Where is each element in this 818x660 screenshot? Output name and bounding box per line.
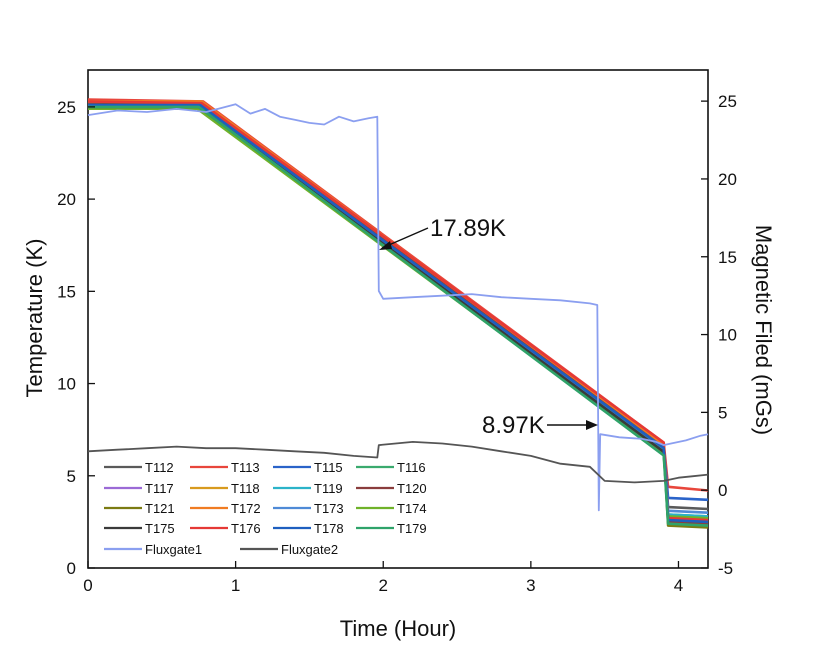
y2-tick-label: -5 <box>718 559 733 578</box>
y-tick-label: 5 <box>67 467 76 486</box>
legend-label-t121: T121 <box>145 501 175 516</box>
x-tick-label: 3 <box>526 576 535 595</box>
series-line-t113 <box>87 98 709 492</box>
legend-label-t172: T172 <box>231 501 261 516</box>
y-tick-label: 10 <box>57 375 76 394</box>
legend-label-t176: T176 <box>231 521 261 536</box>
x-tick-label: 0 <box>83 576 92 595</box>
annotation-8-97k: 8.97K <box>482 412 598 439</box>
y2-tick-label: 10 <box>718 326 737 345</box>
x-tick-label: 2 <box>379 576 388 595</box>
series-line-t119 <box>88 105 709 518</box>
y-tick-label: 15 <box>57 282 76 301</box>
legend-label-t120: T120 <box>397 481 427 496</box>
legend-label-t119: T119 <box>314 481 343 496</box>
series-line-t172 <box>88 100 709 524</box>
legend-label-t115: T115 <box>314 460 343 475</box>
annotation-arrowhead <box>586 420 598 430</box>
series-line-fluxgate2 <box>87 440 709 484</box>
annotation-label: 8.97K <box>482 412 545 439</box>
series-line-t112 <box>88 103 709 511</box>
legend-label-t174: T174 <box>397 501 427 516</box>
annotation-arrowhead <box>379 241 392 250</box>
series-line-t117 <box>88 103 709 522</box>
legend-label-t117: T117 <box>145 481 174 496</box>
y2-tick-label: 0 <box>718 481 727 500</box>
y2-tick-label: 5 <box>718 403 727 422</box>
y2-tick-label: 25 <box>718 92 737 111</box>
legend-label-t116: T116 <box>397 460 426 475</box>
legend-label-t118: T118 <box>231 481 260 496</box>
legend-label-t175: T175 <box>145 521 175 536</box>
series-line-t174 <box>88 107 709 520</box>
legend-label-fluxgate2: Fluxgate2 <box>281 542 338 557</box>
annotation-label: 17.89K <box>430 215 506 242</box>
series-line-t118 <box>87 100 709 524</box>
series-layer <box>87 98 709 529</box>
legend-label-t178: T178 <box>314 521 344 536</box>
y-axis-title: Temperature (K) <box>22 239 47 398</box>
series-line-t176 <box>87 100 709 522</box>
x-tick-label: 4 <box>674 576 683 595</box>
legend-label-t112: T112 <box>145 460 174 475</box>
series-line-t115 <box>88 101 709 502</box>
legend: T112 T113 T115 T116 T117 T118 T119 T120 T121 T172… <box>104 460 427 557</box>
axes-layer: 0 1 2 3 4 0 5 10 15 20 25 -5 0 5 10 15 20 25 <box>57 92 737 595</box>
legend-label-t173: T173 <box>314 501 344 516</box>
x-tick-label: 1 <box>231 576 240 595</box>
plot-frame <box>87 69 709 569</box>
y2-axis-title: Magnetic Filed (mGs) <box>751 225 776 435</box>
annotation-17-89k: 17.89K <box>379 215 506 250</box>
y-tick-label: 20 <box>57 190 76 209</box>
series-line-t116 <box>88 105 709 518</box>
y-tick-label: 25 <box>57 98 76 117</box>
series-line-t173 <box>87 103 709 514</box>
legend-label-t113: T113 <box>231 460 260 475</box>
series-line-t178 <box>88 103 709 524</box>
y2-tick-label: 15 <box>718 248 737 267</box>
series-line-fluxgate1 <box>87 103 709 512</box>
y2-tick-label: 20 <box>718 170 737 189</box>
x-axis-title: Time (Hour) <box>340 616 457 641</box>
legend-label-t179: T179 <box>397 521 427 536</box>
legend-label-fluxgate1: Fluxgate1 <box>145 542 202 557</box>
y-tick-label: 0 <box>67 559 76 578</box>
series-line-t179 <box>88 105 709 527</box>
